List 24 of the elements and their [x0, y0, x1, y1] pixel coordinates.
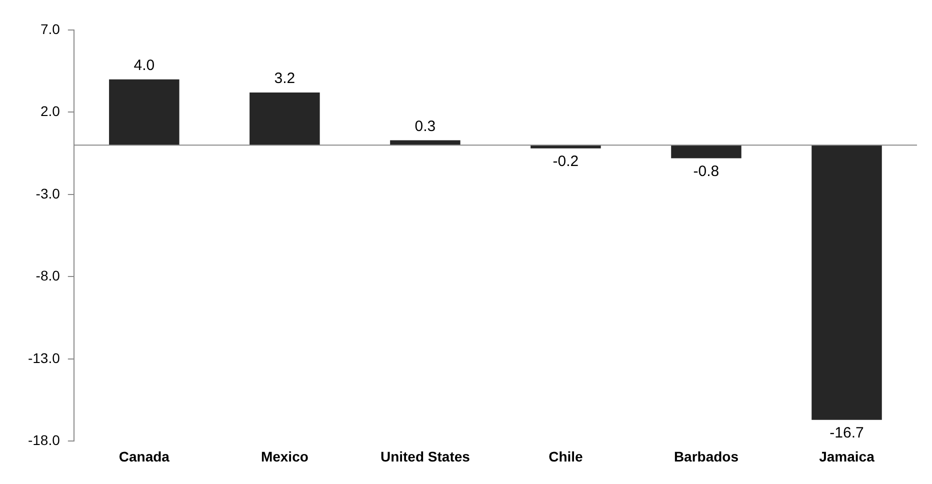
y-tick-label: -3.0 [36, 185, 60, 202]
y-tick-label: -13.0 [28, 350, 60, 366]
x-tick-label: Canada [118, 448, 170, 464]
x-tick-label: Chile [548, 448, 584, 464]
data-label: 3.2 [274, 70, 296, 88]
bar [390, 140, 460, 146]
bar [109, 79, 180, 146]
x-tick-label: Jamaica [819, 448, 875, 464]
bar [812, 145, 882, 420]
data-label: 0.3 [414, 118, 436, 135]
bar [250, 92, 320, 146]
x-tick-label: Mexico [260, 448, 308, 464]
y-tick-label: 2.0 [40, 103, 60, 120]
y-tick-label: -8.0 [36, 268, 60, 284]
data-label: -0.8 [693, 162, 720, 180]
data-label: -16.7 [830, 424, 864, 442]
bar [671, 145, 742, 158]
data-label: -0.2 [552, 153, 579, 170]
x-tick-label: Barbados [674, 448, 739, 464]
y-tick-label: 7.0 [40, 20, 60, 37]
bar [530, 145, 601, 148]
data-label: 4.0 [134, 56, 155, 74]
y-tick-label: -18.0 [28, 432, 60, 448]
x-tick-label: United States [380, 448, 470, 464]
